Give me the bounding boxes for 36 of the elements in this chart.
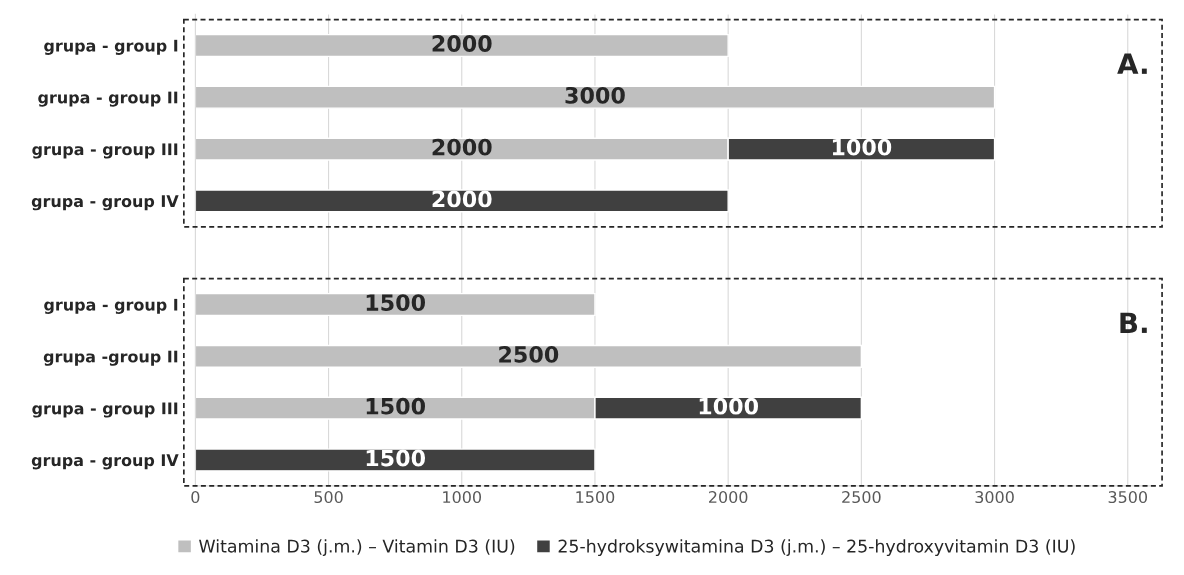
bar — [195, 85, 996, 109]
data-label: 2000 — [432, 35, 492, 52]
bar — [195, 189, 729, 213]
x-tick-label: 3000 — [975, 491, 1014, 504]
y-tick-label: grupa - group I — [44, 298, 178, 314]
x-tick-label: 0 — [191, 491, 200, 504]
y-tick-label: grupa -group II — [43, 350, 178, 366]
data-label: 1500 — [366, 397, 426, 415]
data-label: 3000 — [565, 86, 625, 104]
bar — [195, 292, 596, 317]
bar — [195, 344, 863, 368]
x-tick-label: 1000 — [443, 491, 482, 504]
legend-label: 25-hydroksywitamina D3 (j.m.) – 25-hydroxyvitamin D3 (IU) — [558, 539, 1075, 557]
data-label: 2000 — [432, 190, 492, 208]
bar — [195, 448, 596, 472]
bar — [195, 33, 729, 58]
y-tick-label: grupa - group III — [32, 402, 178, 418]
data-label: 2500 — [499, 345, 559, 363]
y-tick-label: grupa - group II — [38, 91, 178, 107]
y-tick-label: grupa - group IV — [31, 195, 179, 211]
x-tick-label: 500 — [314, 491, 343, 504]
legend-label: Witamina D3 (j.m.) – Vitamin D3 (IU) — [199, 539, 515, 557]
data-label: 1500 — [366, 294, 426, 311]
data-label: 1500 — [366, 449, 426, 467]
y-tick-label: grupa - group III — [32, 143, 178, 159]
x-tick-label: 1500 — [576, 491, 615, 504]
data-label: 2000 — [432, 138, 492, 156]
y-tick-label: grupa - group IV — [31, 454, 179, 470]
y-tick-label: grupa - group I — [44, 39, 178, 55]
data-label: 1000 — [832, 138, 892, 156]
data-label: 1000 — [699, 397, 759, 415]
annotation: A. — [1117, 53, 1147, 74]
x-tick-label: 3500 — [1108, 491, 1148, 504]
annotation: B. — [1120, 312, 1147, 333]
x-tick-label: 2000 — [709, 491, 748, 504]
x-tick-label: 2500 — [842, 491, 881, 504]
